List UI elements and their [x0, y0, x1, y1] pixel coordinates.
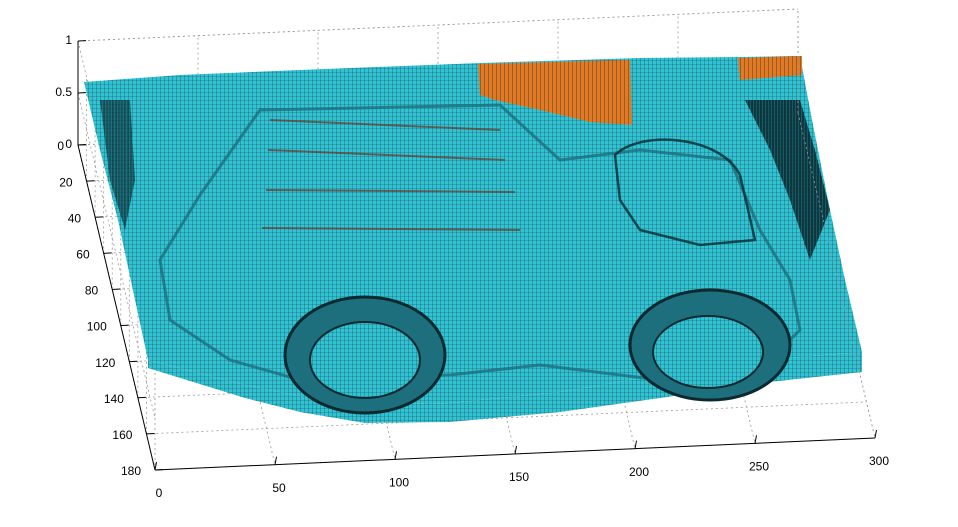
box-edge-right [797, 112, 876, 439]
x-tick-label: 100 [389, 476, 409, 490]
x-tick [754, 435, 757, 444]
z-tick-label: 1 [65, 33, 72, 47]
y-tick-label: 160 [112, 428, 132, 442]
x-tick-label: 250 [749, 460, 769, 474]
x-tick [394, 451, 397, 460]
grid-line-z-left [77, 92, 156, 419]
y-tick-label: 180 [121, 464, 141, 478]
y-tick-label: 0 [57, 139, 64, 153]
x-tick [514, 445, 517, 455]
grid-line-y [146, 401, 867, 435]
y-tick-label: 20 [59, 175, 73, 189]
axes [77, 8, 877, 471]
y-tick-label: 140 [104, 392, 124, 406]
x-tick-label: 0 [156, 486, 163, 500]
z-tick-label: 0 [65, 137, 72, 151]
surface-wheel-rear-hub [652, 315, 764, 389]
y-axis-line [77, 144, 156, 471]
y-tick-label: 100 [87, 320, 107, 334]
y-tick-label: 40 [68, 211, 82, 225]
x-tick-label: 150 [509, 470, 529, 484]
y-tick-label: 120 [95, 356, 115, 370]
x-tick [874, 429, 877, 439]
x-tick-label: 300 [869, 454, 889, 468]
surface-shadow-right [745, 100, 830, 260]
z-tick-label: 0.5 [55, 85, 72, 99]
x-tick-label: 200 [629, 465, 649, 479]
surface-car-outline [158, 103, 802, 382]
surface-roof-lines [261, 119, 521, 231]
box-edge-top-back [77, 8, 799, 42]
surface-mesh [84, 56, 862, 423]
tick-labels: 0 50 100 150 200 250 300 0 20 40 60 80 100 120 140 160 1… [55, 33, 889, 500]
x-tick [634, 440, 637, 449]
surface-orange-ridge-1 [478, 60, 632, 125]
x-tick-label: 50 [272, 481, 286, 495]
x-tick [274, 456, 277, 465]
surface-shadow-left [100, 100, 135, 230]
surface-rear-window [613, 138, 757, 247]
y-tick-label: 80 [85, 284, 99, 298]
x-tick [154, 461, 157, 471]
surface-orange-ridge-2 [738, 56, 802, 80]
surface-wheel-front-hub [309, 321, 421, 399]
y-tick-label: 60 [76, 248, 90, 262]
